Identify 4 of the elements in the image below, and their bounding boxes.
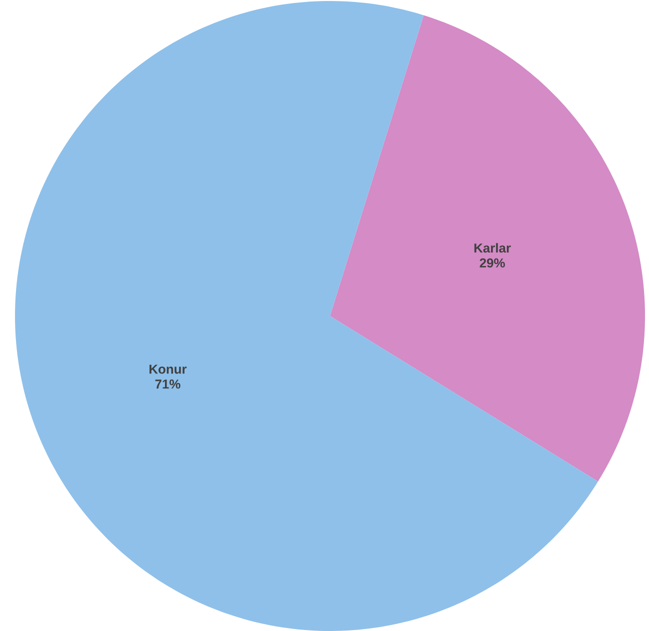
data-label: 71% xyxy=(155,380,180,389)
slice-label: Konur xyxy=(150,364,187,374)
data-label: 29% xyxy=(480,258,505,268)
slice-label: Karlar xyxy=(474,243,511,253)
